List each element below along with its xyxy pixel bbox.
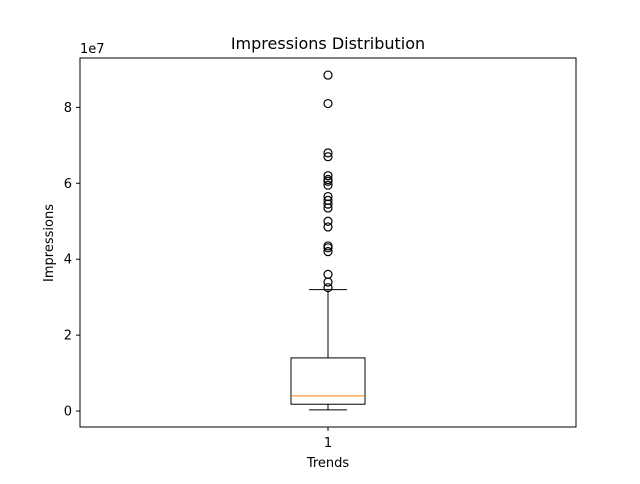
plot-frame <box>79 57 577 428</box>
outlier-point <box>323 98 333 109</box>
chart-title: Impressions Distribution <box>231 34 425 53</box>
y-offset-label: 1e7 <box>80 42 105 57</box>
y-tick-label: 4 <box>64 253 72 268</box>
y-tick-label: 0 <box>64 405 72 420</box>
y-tick-label: 6 <box>64 177 72 192</box>
outlier-point <box>323 70 333 80</box>
outlier-point <box>323 269 333 279</box>
y-axis-label: Impressions <box>42 204 57 282</box>
outlier-point <box>323 180 333 190</box>
outlier-point <box>323 191 333 202</box>
outlier-point <box>323 241 333 251</box>
outlier-point <box>323 171 333 181</box>
outlier-point <box>323 216 333 226</box>
plot-area: 0 2 4 6 8 1 <box>64 70 366 451</box>
outlier-point <box>323 148 333 158</box>
outlier-point <box>323 152 333 162</box>
iqr-box <box>290 357 366 405</box>
outlier-point <box>323 195 333 205</box>
x-tick-label: 1 <box>324 436 332 451</box>
outlier-point <box>323 174 333 185</box>
outlier-point <box>323 222 333 232</box>
x-axis-label: Trends <box>306 456 350 471</box>
outlier-point <box>323 247 333 257</box>
outlier-point <box>323 283 333 293</box>
y-tick-label: 8 <box>64 101 72 116</box>
y-tick-label: 2 <box>64 329 72 344</box>
